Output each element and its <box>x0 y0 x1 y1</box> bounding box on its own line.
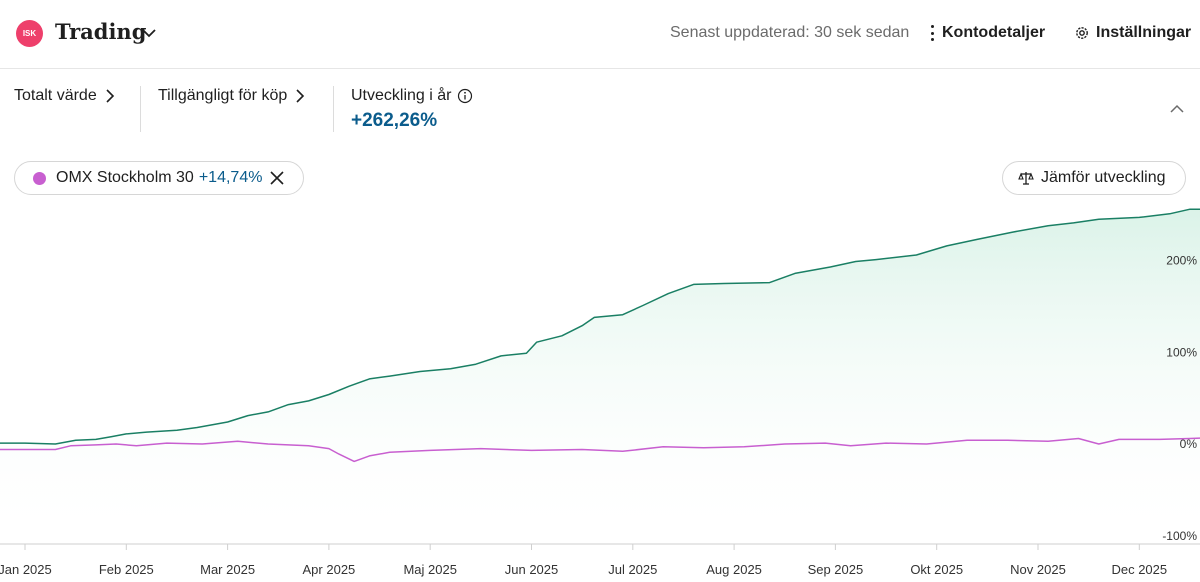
summary-divider <box>333 86 334 132</box>
development-label: Utveckling i år <box>351 87 452 104</box>
x-tick-label: Sep 2025 <box>808 562 864 577</box>
x-tick-label: Okt 2025 <box>910 562 963 577</box>
development-label-group: Utveckling i år <box>351 87 473 105</box>
available-toggle[interactable]: Tillgängligt för köp <box>158 87 307 105</box>
series-line-portfolio <box>0 208 1200 445</box>
total-value-label: Totalt värde <box>14 87 97 104</box>
compare-label: Jämför utveckling <box>1041 169 1166 186</box>
x-tick-label: Jun 2025 <box>505 562 559 577</box>
close-icon[interactable] <box>269 170 285 186</box>
x-tick-label: Aug 2025 <box>706 562 762 577</box>
x-tick-label: Jan 2025 <box>0 562 52 577</box>
settings-label: Inställningar <box>1096 24 1192 41</box>
chevron-up-icon[interactable] <box>1168 100 1186 118</box>
gear-icon <box>1076 27 1088 39</box>
x-tick-label: Mar 2025 <box>200 562 255 577</box>
kebab-menu-icon <box>930 25 934 41</box>
scale-icon <box>1018 172 1034 185</box>
chevron-down-icon[interactable] <box>140 24 158 42</box>
x-tick-label: Jul 2025 <box>608 562 657 577</box>
account-title[interactable]: Trading <box>55 19 147 44</box>
performance-chart: 200% 100% 0% -100% Jan 2025 Feb 2025 Mar 2025 A… <box>0 208 1200 577</box>
index-name: OMX Stockholm 30 <box>56 169 194 186</box>
settings-button[interactable]: Inställningar <box>1074 24 1191 42</box>
last-updated-text: Senast uppdaterad: 30 sek sedan <box>670 24 910 41</box>
info-icon[interactable] <box>457 88 473 104</box>
chevron-right-icon <box>296 89 305 103</box>
x-tick-label: Nov 2025 <box>1010 562 1066 577</box>
compare-development-button[interactable]: Jämför utveckling <box>1002 161 1186 195</box>
account-type-badge: ISK <box>16 20 43 47</box>
y-tick-label: 100% <box>1166 345 1197 359</box>
y-tick-label: 200% <box>1166 254 1197 268</box>
x-tick-label: Feb 2025 <box>99 562 154 577</box>
series-line-omx <box>0 437 1200 463</box>
y-tick-label: -100% <box>1162 529 1197 543</box>
index-color-dot <box>33 171 46 185</box>
account-details-button[interactable]: Kontodetaljer <box>930 24 1045 42</box>
x-tick-label: Apr 2025 <box>303 562 356 577</box>
index-change: +14,74% <box>198 169 263 186</box>
x-tick-label: Dec 2025 <box>1111 562 1167 577</box>
comparison-index-chip: OMX Stockholm 30 +14,74% <box>14 161 304 195</box>
account-details-label: Kontodetaljer <box>942 24 1046 41</box>
y-tick-label: 0% <box>1180 437 1198 451</box>
summary-divider <box>140 86 141 132</box>
top-header: ISK Trading Senast uppdaterad: 30 sek se… <box>0 0 1200 69</box>
total-value-toggle[interactable]: Totalt värde <box>14 87 117 105</box>
portfolio-area <box>0 209 1200 544</box>
x-tick-label: Maj 2025 <box>403 562 456 577</box>
chevron-right-icon <box>106 89 114 103</box>
available-label: Tillgängligt för köp <box>158 87 288 104</box>
development-value: +262,26% <box>351 110 438 131</box>
